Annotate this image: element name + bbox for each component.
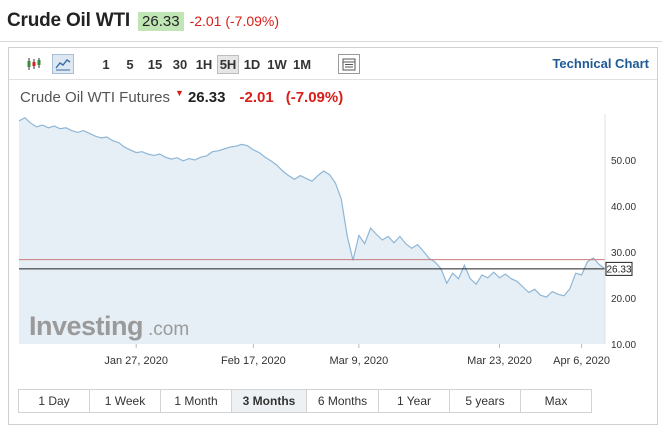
y-tick-label: 40.00 [611, 202, 636, 213]
current-price-tag-bg [605, 261, 633, 276]
watermark-suffix: .com [148, 319, 189, 340]
y-tick-label: 10.00 [611, 340, 636, 351]
watermark-brand: Investing [29, 311, 143, 341]
interval-1w[interactable]: 1W [267, 57, 287, 72]
investing-watermark: Investing .com [29, 311, 189, 341]
interval-1d[interactable]: 1D [243, 57, 261, 72]
interval-1h[interactable]: 1H [195, 57, 213, 72]
chart-panel: 1 5 15 30 1H 5H 1D 1W 1M Technical Chart… [8, 47, 658, 425]
range-3-months[interactable]: 3 Months [232, 390, 307, 412]
legend-name: Crude Oil WTI Futures [20, 89, 171, 106]
y-axis: 10.00 20.00 30.00 40.00 50.00 [611, 156, 636, 351]
interval-15[interactable]: 15 [147, 57, 163, 72]
range-1-week[interactable]: 1 Week [90, 390, 161, 412]
price-change: -2.01 (-7.09%) [189, 13, 280, 29]
x-tick-label: Mar 9, 2020 [330, 355, 389, 367]
interval-1m[interactable]: 1M [292, 57, 312, 72]
legend-price: 26.33 [187, 89, 226, 106]
interval-1[interactable]: 1 [102, 57, 110, 72]
range-1-day[interactable]: 1 Day [19, 390, 90, 412]
range-max[interactable]: Max [521, 390, 591, 412]
x-axis: Jan 27, 2020 Feb 17, 2020 Mar 9, 2020 Mar 2… [104, 344, 610, 367]
header-divider [0, 41, 662, 42]
range-selector: 1 Day 1 Week 1 Month 3 Months 6 Months 1… [18, 389, 592, 413]
y-tick-label: 50.00 [611, 156, 636, 167]
candlestick-icon[interactable] [23, 54, 45, 74]
table-icon[interactable] [338, 54, 360, 74]
current-price-label: 26.33 [606, 264, 631, 275]
interval-30[interactable]: 30 [172, 57, 188, 72]
y-tick-label: 20.00 [611, 294, 636, 305]
price-area-fill [19, 117, 605, 344]
area-chart-icon[interactable] [52, 54, 74, 74]
range-1-year[interactable]: 1 Year [379, 390, 450, 412]
chart-legend: Crude Oil WTI Futures ▼ 26.33 -2.01 (-7.… [20, 87, 344, 107]
instrument-header: Crude Oil WTI 26.33 -2.01 (-7.09%) [7, 8, 279, 34]
technical-chart-link[interactable]: Technical Chart [552, 56, 649, 71]
y-tick-label: 30.00 [611, 248, 636, 259]
down-arrow-icon: ▼ [175, 87, 184, 98]
price-line [18, 116, 606, 298]
range-6-months[interactable]: 6 Months [307, 390, 379, 412]
x-tick-label: Apr 6, 2020 [553, 355, 610, 367]
x-tick-label: Feb 17, 2020 [221, 355, 286, 367]
interval-5[interactable]: 5 [126, 57, 134, 72]
current-price-tag: 26.33 [605, 261, 633, 276]
range-1-month[interactable]: 1 Month [161, 390, 232, 412]
range-5-years[interactable]: 5 years [450, 390, 521, 412]
x-tick-label: Mar 23, 2020 [467, 355, 532, 367]
price-badge: 26.33 [138, 11, 184, 31]
price-chart[interactable]: 10.00 20.00 30.00 40.00 50.00 Jan 27, 2020 Fe… [9, 48, 657, 378]
legend-change: -2.01 [239, 89, 274, 106]
interval-5h[interactable]: 5H [217, 55, 239, 74]
chart-toolbar: 1 5 15 30 1H 5H 1D 1W 1M Technical Chart [9, 48, 657, 80]
instrument-title: Crude Oil WTI [7, 10, 131, 31]
legend-change-pct: (-7.09%) [285, 89, 344, 106]
x-tick-label: Jan 27, 2020 [104, 355, 168, 367]
